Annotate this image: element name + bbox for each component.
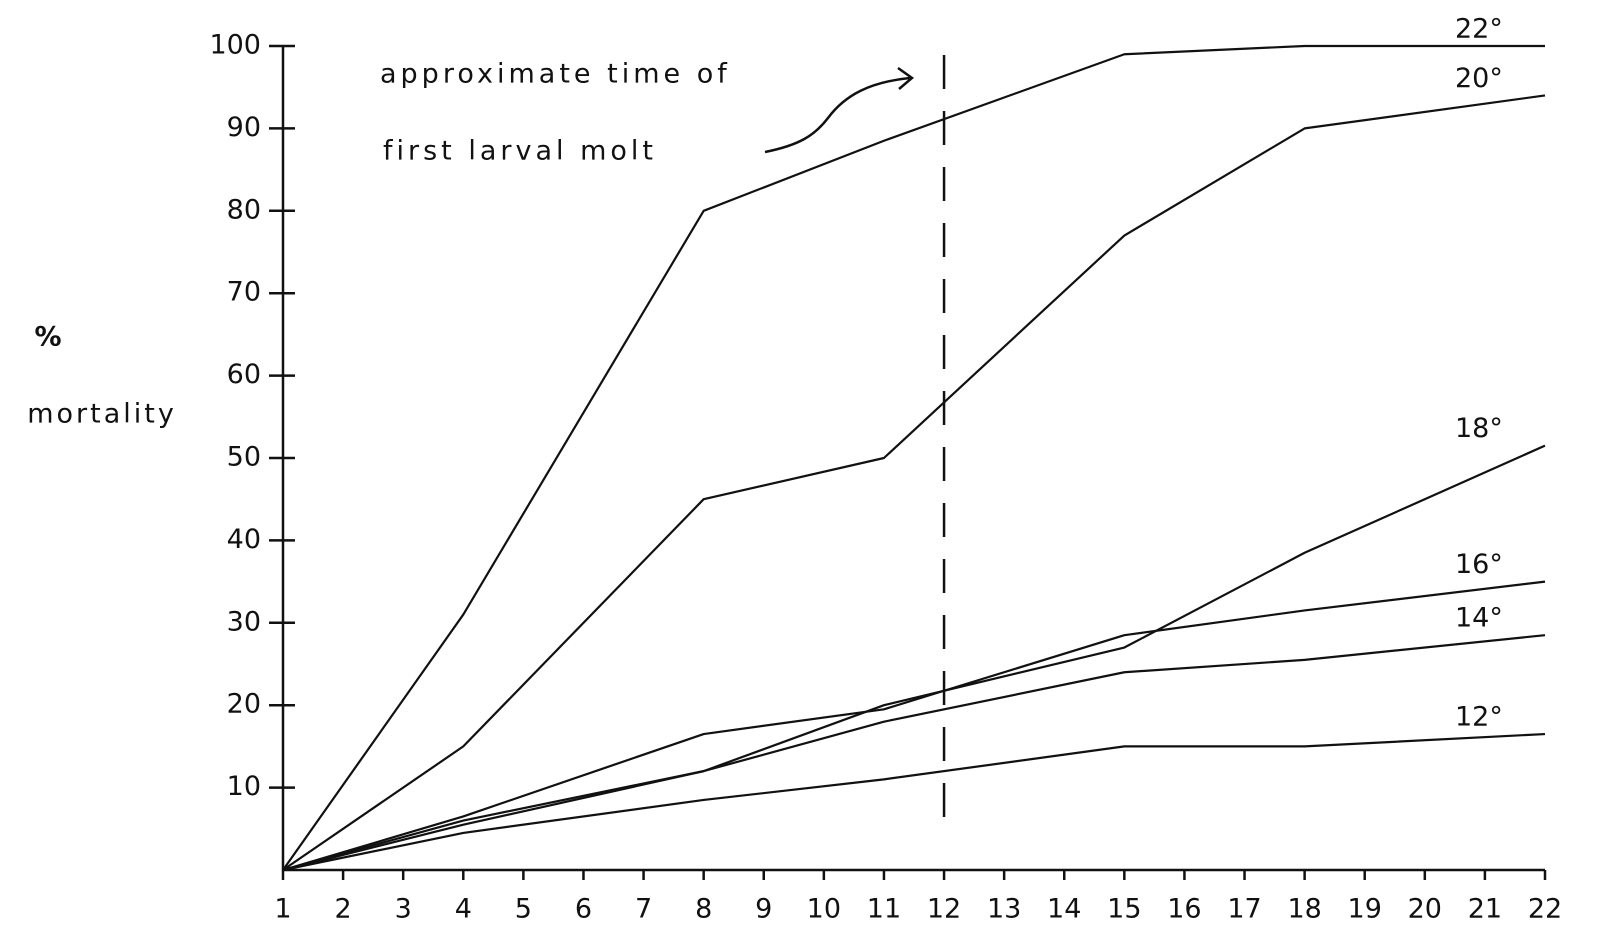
x-tick-label: 5 — [515, 894, 532, 925]
annotation-arrow — [764, 76, 911, 154]
y-tick-label: 20 — [227, 689, 261, 720]
series-line — [282, 44, 1545, 871]
series-line — [282, 634, 1546, 872]
series-line — [282, 94, 1546, 871]
y-tick-label: 80 — [227, 194, 261, 225]
x-tick-label: 17 — [1227, 894, 1261, 925]
y-tick-label: 60 — [227, 359, 261, 390]
x-tick-label: 1 — [274, 894, 291, 925]
annotation: first larval molt — [383, 136, 657, 167]
series-label: 22° — [1455, 14, 1503, 45]
x-tick-label: 8 — [695, 894, 712, 925]
y-tick-label: 30 — [227, 606, 261, 637]
x-tick-label: 20 — [1408, 894, 1442, 925]
y-tick-label: 50 — [227, 442, 261, 473]
series-line — [282, 444, 1546, 872]
y-tick-label: 40 — [227, 524, 261, 555]
series-label: 14° — [1455, 603, 1503, 634]
x-tick-label: 12 — [927, 894, 961, 925]
x-tick-label: 22 — [1528, 894, 1562, 925]
x-tick-label: 21 — [1468, 894, 1502, 925]
y-tick-label: 10 — [227, 771, 261, 802]
series-line — [282, 732, 1546, 872]
arrow-head — [897, 66, 915, 90]
y-axis-label: % — [34, 322, 61, 353]
y-tick-label: 70 — [227, 277, 261, 308]
series-label: 16° — [1455, 549, 1503, 580]
x-tick-label: 13 — [987, 894, 1021, 925]
y-axis-label: mortality — [27, 399, 177, 430]
annotation: approximate time of — [380, 59, 731, 90]
x-tick-label: 2 — [335, 894, 352, 925]
x-tick-label: 7 — [635, 894, 652, 925]
x-tick-label: 10 — [807, 894, 841, 925]
x-tick-label: 11 — [867, 894, 901, 925]
y-tick-label: 100 — [209, 30, 261, 61]
x-tick-label: 15 — [1107, 894, 1141, 925]
x-tick-label: 14 — [1047, 894, 1081, 925]
x-tick-label: 3 — [395, 894, 412, 925]
x-tick-label: 9 — [755, 894, 772, 925]
y-tick-label: 90 — [227, 112, 261, 143]
series-label: 20° — [1455, 63, 1503, 94]
x-tick-label: 16 — [1167, 894, 1201, 925]
series-label: 18° — [1455, 413, 1503, 444]
x-tick-label: 6 — [575, 894, 592, 925]
x-tick-label: 18 — [1287, 894, 1321, 925]
x-tick-label: 4 — [455, 894, 472, 925]
series-label: 12° — [1455, 702, 1503, 733]
x-tick-label: 19 — [1348, 894, 1382, 925]
series-line — [282, 580, 1546, 872]
